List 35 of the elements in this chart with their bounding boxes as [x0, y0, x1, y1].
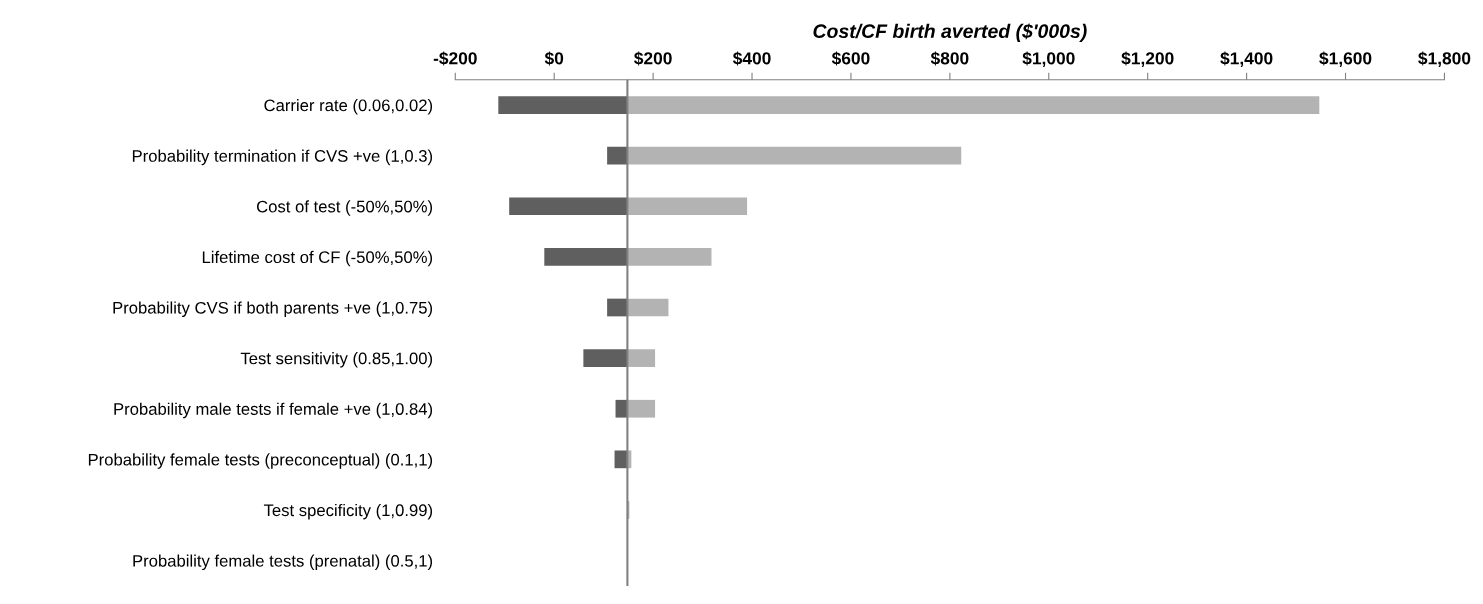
x-tick-label: $1,200 — [1121, 51, 1174, 68]
y-tick-label: Test specificity (1,0.99) — [263, 503, 433, 520]
x-tick-label: $0 — [544, 51, 564, 66]
bar — [627, 96, 1320, 114]
x-tick-label: $200 — [634, 51, 672, 66]
y-tick-label: Probability termination if CVS +ve (1,0.3) — [132, 149, 433, 166]
x-tick-label: $800 — [930, 51, 969, 66]
x-tick-label: $600 — [831, 51, 870, 66]
bar — [607, 298, 628, 317]
x-tick-label: $1,000 — [1022, 51, 1075, 68]
x-tick-label: $1,600 — [1319, 51, 1372, 68]
y-tick-label: Probability female tests (preconceptual) (0.1,1) — [88, 453, 433, 469]
x-tick-label: $1,800 — [1418, 51, 1471, 68]
y-tick-label: Test sensitivity (0.85,1.00) — [240, 352, 433, 368]
y-tick-label: Probability male tests if female +ve (1,0.84) — [114, 402, 433, 419]
y-tick-label: Carrier rate (0.06,0.02) — [264, 99, 433, 115]
x-tick-label: $400 — [732, 51, 771, 66]
bar — [627, 197, 748, 216]
y-tick-label: Probability CVS if both parents +ve (1,0.75) — [113, 301, 433, 317]
bar — [544, 248, 628, 266]
bar — [627, 399, 656, 418]
y-tick-label: Cost of test (-50%,50%) — [256, 200, 433, 216]
bar — [509, 197, 628, 216]
x-tick-label: -$200 — [433, 51, 477, 66]
bar — [627, 146, 962, 165]
y-tick-label: Lifetime cost of CF (-50%,50%) — [202, 250, 433, 267]
bar — [583, 349, 628, 367]
y-tick-label: Probability female tests (prenatal) (0.5,1) — [133, 554, 433, 571]
bar — [627, 349, 656, 367]
x-axis-title: Cost/CF birth averted ($'000s) — [813, 23, 1087, 42]
bar — [498, 96, 628, 114]
x-tick-label: $1,400 — [1220, 51, 1273, 68]
bar — [607, 146, 628, 165]
bar — [627, 248, 712, 266]
bar — [627, 298, 669, 317]
